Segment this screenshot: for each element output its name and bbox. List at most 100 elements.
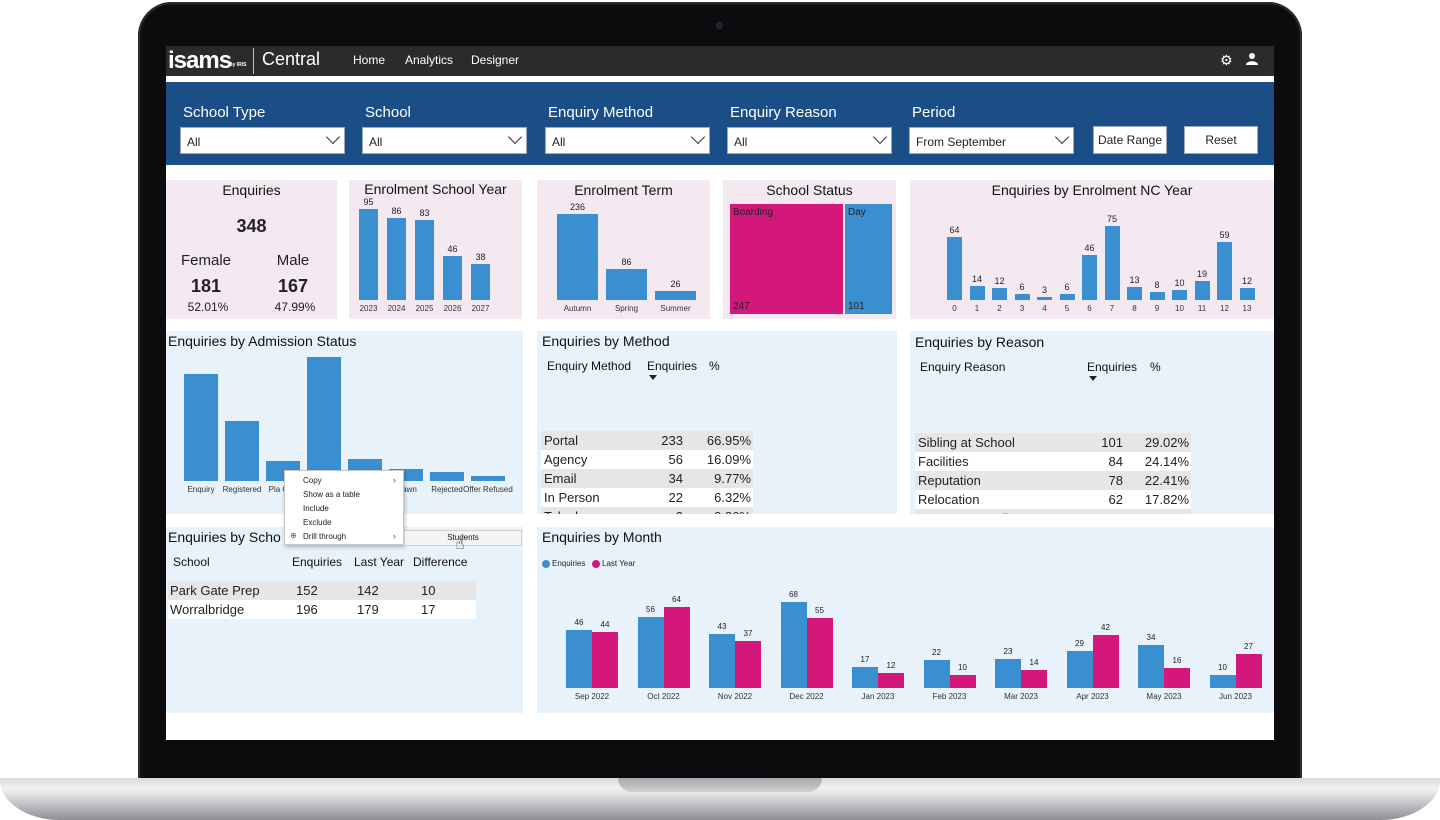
reason-col-header[interactable]: Enquiry Reason — [920, 360, 1006, 374]
submenu-students[interactable]: Students — [404, 530, 522, 546]
table-cell: 23 — [1109, 511, 1123, 514]
method-enquiries-header[interactable]: Enquiries — [647, 359, 698, 373]
bar-3[interactable] — [1014, 294, 1030, 300]
menu-item-show-as-table[interactable]: Show as a table — [303, 490, 360, 499]
bar-5[interactable] — [1059, 294, 1075, 300]
bar-enquiries-Apr-2023[interactable] — [1066, 651, 1093, 688]
bar-13[interactable] — [1239, 288, 1255, 300]
bar-enquiries-Mar-2023[interactable] — [995, 658, 1021, 688]
bar-last-year-Feb-2023[interactable] — [949, 675, 976, 688]
table-row[interactable]: Sibling at School 101 29.02% — [915, 433, 1191, 452]
bar-6[interactable] — [1082, 254, 1097, 300]
method-pct-header[interactable]: % — [709, 359, 720, 373]
bar-last-year-Dec-2022[interactable] — [806, 618, 833, 688]
treemap-boarding[interactable] — [730, 204, 843, 314]
bar-2027[interactable] — [471, 263, 490, 300]
bar-enquiries-Nov-2022[interactable] — [709, 633, 735, 688]
table-row[interactable]: Agency 56 16.09% — [541, 450, 753, 469]
table-row[interactable]: Reputation 78 22.41% — [915, 471, 1191, 490]
bar-3[interactable] — [307, 357, 341, 481]
enquiry-method-select[interactable]: All — [545, 127, 710, 154]
tick-label: 12 — [1220, 304, 1229, 313]
table-row[interactable]: Portal 233 66.95% — [541, 431, 753, 450]
bar-2023[interactable] — [359, 209, 378, 300]
bar-last-year-May-2023[interactable] — [1164, 667, 1190, 688]
bar-last-year-Jan-2023[interactable] — [878, 672, 904, 688]
reset-button[interactable]: Reset — [1184, 126, 1258, 154]
bar-Offer Refused[interactable] — [471, 475, 505, 481]
bar-enquiries-Dec-2022[interactable] — [780, 602, 807, 688]
table-row[interactable]: In Person 22 6.32% — [541, 488, 753, 507]
bar-enquiries-Oct-2022[interactable] — [637, 617, 664, 688]
bar-7[interactable] — [1104, 226, 1120, 300]
logo[interactable]: isams — [168, 47, 232, 74]
nav-home[interactable]: Home — [353, 53, 386, 67]
school-enquiries-header[interactable]: Enquiries — [292, 555, 343, 569]
bar-1[interactable] — [969, 286, 985, 300]
bar-2024[interactable] — [387, 217, 406, 300]
enquiry-reason-select[interactable]: All — [727, 127, 892, 154]
school-select[interactable]: All — [362, 127, 527, 154]
bar-Enquiry[interactable] — [184, 374, 218, 481]
bar-enquiries-May-2023[interactable] — [1138, 645, 1164, 688]
filter-label-school-type: School Type — [183, 104, 266, 121]
bar-8[interactable] — [1127, 287, 1142, 300]
bar-Spring[interactable] — [606, 268, 647, 300]
bar-last-year-Mar-2023[interactable] — [1021, 670, 1047, 688]
data-label: 83 — [419, 208, 430, 219]
bar-0[interactable] — [947, 236, 962, 300]
treemap-day[interactable] — [844, 204, 892, 314]
school-last-year-header[interactable]: Last Year — [354, 555, 405, 569]
enquiry-reason-value: All — [734, 135, 748, 149]
menu-item-exclude[interactable]: Exclude — [303, 518, 332, 527]
bar-11[interactable] — [1194, 281, 1210, 300]
bar-Registered[interactable] — [225, 421, 259, 481]
nav-designer[interactable]: Designer — [471, 53, 520, 67]
bar-2026[interactable] — [443, 255, 462, 300]
menu-item-drill-through[interactable]: Drill through — [303, 532, 347, 541]
bar-enquiries-Jan-2023[interactable] — [852, 666, 878, 688]
bar-enquiries-Feb-2023[interactable] — [923, 660, 950, 688]
sort-desc-icon[interactable] — [649, 375, 657, 380]
gear-icon[interactable]: ⚙ — [1220, 52, 1233, 68]
menu-item-include[interactable]: Include — [303, 504, 329, 513]
bar-2[interactable] — [992, 288, 1007, 300]
school-difference-header[interactable]: Difference — [413, 555, 468, 569]
legend-enquiries[interactable]: Enquiries — [552, 559, 586, 568]
school-type-select[interactable]: All — [180, 127, 345, 154]
bar-enquiries-Sep-2022[interactable] — [566, 629, 592, 688]
table-row[interactable]: Park Gate Prep 152 142 10 — [168, 581, 476, 600]
nav-analytics[interactable]: Analytics — [405, 53, 454, 67]
school-col-header[interactable]: School — [173, 555, 210, 569]
bar-Summer[interactable] — [655, 290, 696, 300]
bar-last-year-Jun-2023[interactable] — [1235, 653, 1262, 688]
table-row[interactable]: Facilities 84 24.14% — [915, 452, 1191, 471]
date-range-button[interactable]: Date Range — [1093, 126, 1167, 154]
bar-enquiries-Jun-2023[interactable] — [1209, 675, 1236, 688]
legend-last-year[interactable]: Last Year — [602, 559, 636, 568]
bar-10[interactable] — [1172, 290, 1187, 300]
bar-2025[interactable] — [415, 220, 434, 300]
bar-last-year-Sep-2022[interactable] — [592, 632, 618, 688]
method-col-header[interactable]: Enquiry Method — [547, 359, 632, 373]
bar-last-year-Oct-2022[interactable] — [663, 607, 690, 688]
bar-last-year-Nov-2022[interactable] — [735, 641, 761, 688]
user-icon[interactable] — [1246, 52, 1258, 68]
bar-Rejected[interactable] — [430, 472, 464, 481]
bar-12[interactable] — [1217, 241, 1232, 300]
bar-4[interactable] — [1037, 297, 1052, 300]
table-row[interactable]: Relocation 62 17.82% — [915, 490, 1191, 509]
table-row[interactable]: Parent Ex-Pupil 23 6.61% — [915, 509, 1191, 514]
bar-last-year-Apr-2023[interactable] — [1092, 634, 1119, 688]
menu-item-copy[interactable]: Copy — [303, 476, 322, 485]
period-select[interactable]: From September — [909, 127, 1074, 154]
bar-drawn[interactable] — [389, 469, 423, 481]
reason-pct-header[interactable]: % — [1150, 360, 1161, 374]
bar-9[interactable] — [1149, 292, 1165, 300]
table-row[interactable]: Telephone 3 0.86% — [541, 507, 753, 514]
reason-enquiries-header[interactable]: Enquiries — [1087, 360, 1138, 374]
sort-desc-icon[interactable] — [1089, 376, 1097, 381]
table-row[interactable]: Worralbridge 196 179 17 — [168, 600, 476, 619]
table-row[interactable]: Email 34 9.77% — [541, 469, 753, 488]
bar-Autumn[interactable] — [557, 214, 598, 300]
